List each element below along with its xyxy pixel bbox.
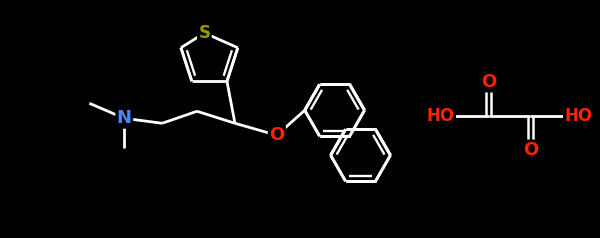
Text: N: N xyxy=(117,109,132,127)
Text: O: O xyxy=(523,141,538,159)
Text: HO: HO xyxy=(565,107,592,125)
Text: O: O xyxy=(481,73,496,91)
Text: O: O xyxy=(269,126,284,144)
Text: HO: HO xyxy=(427,107,455,125)
Text: S: S xyxy=(199,24,211,42)
